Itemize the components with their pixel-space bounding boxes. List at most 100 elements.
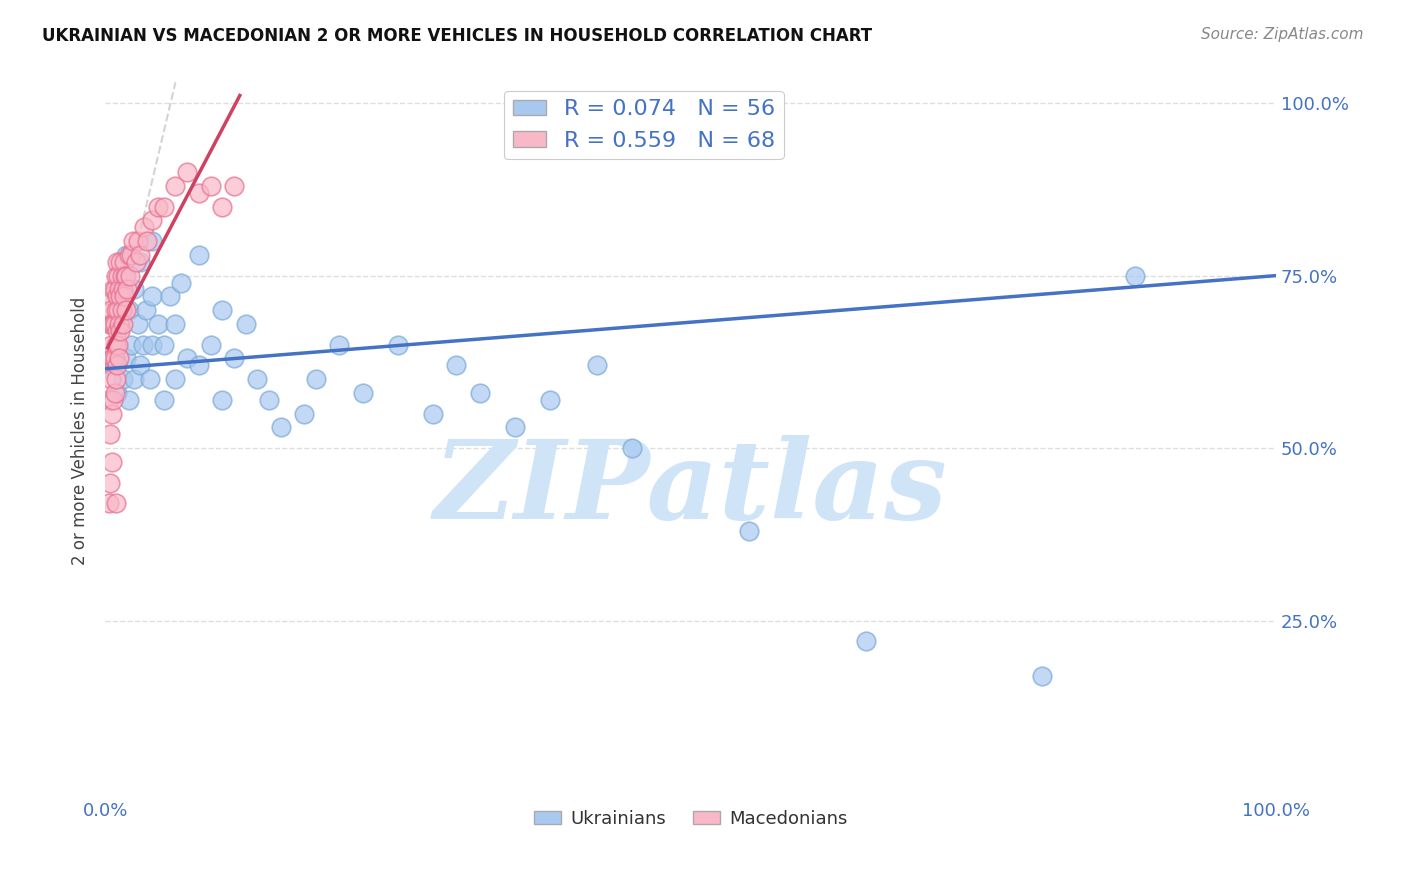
Point (100, 337, 122, 351)
Point (103, 282, 125, 296)
Point (117, 392, 139, 407)
Point (270, 420, 292, 434)
Point (124, 255, 146, 269)
Point (103, 351, 125, 366)
Point (97, 496, 120, 510)
Point (1125, 268, 1147, 283)
Point (104, 496, 127, 510)
Point (117, 248, 139, 262)
Point (111, 372, 134, 386)
Point (104, 268, 127, 283)
Point (114, 268, 136, 283)
Point (103, 386, 125, 401)
Point (305, 372, 328, 386)
Point (101, 455, 124, 469)
Point (111, 282, 134, 296)
Point (129, 248, 152, 262)
Point (105, 386, 128, 401)
Point (115, 268, 138, 283)
Point (129, 359, 152, 373)
Point (211, 200, 233, 214)
Point (103, 317, 125, 331)
Point (108, 317, 131, 331)
Point (165, 178, 187, 193)
Point (104, 337, 127, 351)
Point (159, 289, 181, 303)
Point (108, 351, 131, 366)
Point (122, 234, 145, 248)
Point (98, 427, 121, 442)
Point (129, 255, 152, 269)
Point (104, 372, 127, 386)
Point (103, 392, 125, 407)
Point (103, 317, 125, 331)
Y-axis label: 2 or more Vehicles in Household: 2 or more Vehicles in Household (72, 297, 89, 565)
Point (100, 303, 122, 318)
Point (138, 372, 160, 386)
Point (127, 317, 149, 331)
Point (200, 337, 222, 351)
Point (103, 282, 125, 296)
Point (621, 441, 644, 455)
Point (104, 303, 127, 318)
Point (328, 337, 350, 351)
Point (110, 289, 132, 303)
Text: ZIPatlas: ZIPatlas (433, 435, 948, 542)
Point (115, 248, 138, 262)
Point (222, 178, 245, 193)
Point (115, 303, 138, 318)
Point (110, 268, 132, 283)
Point (120, 337, 142, 351)
Point (105, 324, 128, 338)
Point (124, 372, 146, 386)
Point (141, 289, 163, 303)
Point (141, 337, 163, 351)
Point (120, 248, 142, 262)
Point (165, 317, 187, 331)
Point (110, 303, 132, 318)
Point (146, 317, 169, 331)
Point (103, 351, 125, 366)
Point (141, 213, 163, 227)
Point (855, 634, 877, 648)
Point (257, 392, 280, 407)
Point (107, 268, 129, 283)
Point (176, 165, 198, 179)
Point (152, 337, 174, 351)
Point (422, 407, 444, 421)
Point (96, 351, 118, 366)
Point (98, 289, 121, 303)
Point (97, 317, 120, 331)
Point (187, 186, 209, 200)
Point (103, 317, 125, 331)
Point (112, 289, 135, 303)
Point (200, 178, 222, 193)
Point (101, 351, 124, 366)
Point (586, 359, 609, 373)
Point (105, 359, 128, 373)
Point (170, 276, 193, 290)
Point (235, 317, 257, 331)
Point (387, 337, 409, 351)
Point (136, 234, 159, 248)
Point (110, 255, 132, 269)
Point (105, 289, 128, 303)
Point (118, 268, 141, 283)
Point (503, 420, 526, 434)
Point (352, 386, 374, 401)
Point (107, 337, 129, 351)
Point (105, 255, 128, 269)
Point (111, 268, 134, 283)
Point (108, 282, 131, 296)
Point (98, 475, 121, 490)
Point (117, 303, 139, 318)
Point (468, 386, 491, 401)
Point (176, 351, 198, 366)
Point (132, 220, 155, 235)
Point (100, 359, 122, 373)
Point (117, 282, 139, 296)
Point (187, 359, 209, 373)
Point (105, 289, 128, 303)
Point (135, 303, 157, 318)
Legend: Ukrainians, Macedonians: Ukrainians, Macedonians (527, 803, 855, 835)
